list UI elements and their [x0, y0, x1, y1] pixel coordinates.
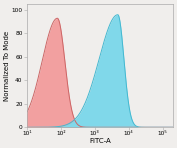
- Y-axis label: Normalized To Mode: Normalized To Mode: [4, 31, 10, 101]
- X-axis label: FITC-A: FITC-A: [89, 138, 111, 144]
